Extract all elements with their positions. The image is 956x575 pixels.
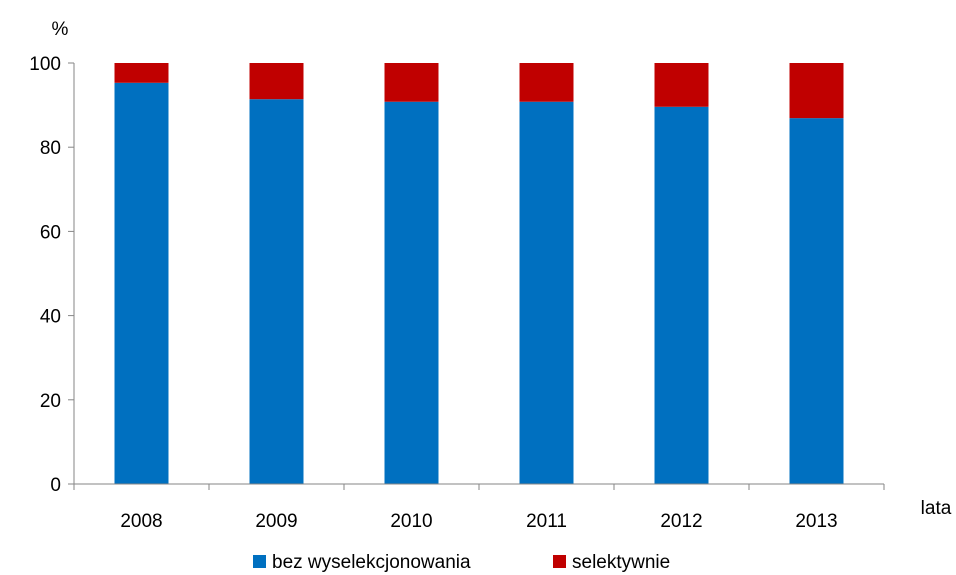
bar-2008-series-1 (114, 82, 169, 485)
y-ticks-group: 0 20 40 60 80 100 (29, 54, 74, 496)
y-tick-label: 100 (29, 54, 61, 75)
legend-swatch-series-1 (253, 555, 266, 568)
legend: bez wyselekcjonowania selektywnie (253, 552, 670, 573)
bar-2010-series-1 (384, 101, 439, 485)
x-tick-label: 2009 (255, 511, 297, 532)
bar-2011-series-1 (519, 101, 574, 485)
y-tick-label: 80 (40, 138, 61, 159)
bar-2013-series-2 (789, 63, 844, 119)
bar-2010-series-2 (384, 63, 439, 102)
legend-swatch-series-2 (553, 555, 566, 568)
legend-label-series-2: selektywnie (572, 552, 670, 573)
bar-2012-series-1 (654, 106, 709, 484)
y-tick-label: 20 (40, 391, 61, 412)
x-tick-label: 2011 (526, 511, 567, 532)
x-tick-label: 2013 (795, 511, 837, 532)
y-axis-unit-label: % (52, 19, 69, 40)
x-ticks-group: 2008 2009 2010 2011 2012 2013 (73, 484, 885, 532)
bar-2012-series-2 (654, 63, 709, 107)
bar-2011-series-2 (519, 63, 574, 102)
x-tick-label: 2010 (390, 511, 432, 532)
y-tick-label: 0 (50, 475, 61, 496)
bar-2009-series-2 (249, 63, 304, 100)
x-axis-label: lata (921, 498, 952, 519)
bar-2009-series-1 (249, 99, 304, 485)
legend-label-series-1: bez wyselekcjonowania (272, 552, 471, 573)
bar-2013-series-1 (789, 118, 844, 484)
x-tick-label: 2012 (660, 511, 702, 532)
x-tick-label: 2008 (120, 511, 162, 532)
bar-2008-series-2 (114, 63, 169, 83)
y-tick-label: 40 (40, 307, 61, 328)
bars-group (114, 63, 844, 485)
y-tick-label: 60 (40, 222, 61, 243)
